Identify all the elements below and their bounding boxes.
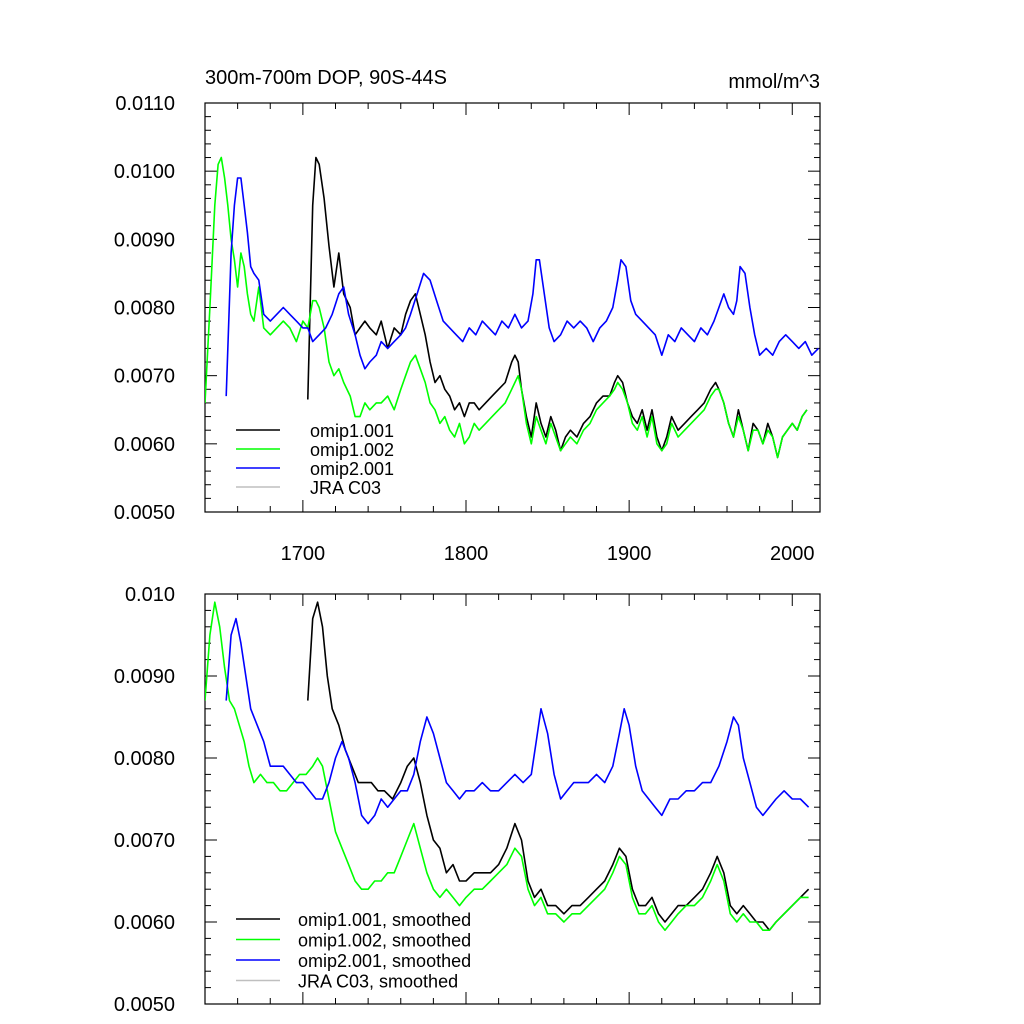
series-line-omip1-001 [307, 156, 808, 459]
y-tick-label: 0.0050 [114, 994, 175, 1016]
x-tick-label: 2000 [770, 543, 815, 565]
legend-label: JRA C03, smoothed [298, 972, 458, 992]
y-tick-label: 0.0080 [114, 748, 175, 770]
plot-frame [204, 102, 821, 513]
y-tick-label: 0.0050 [114, 502, 175, 524]
chart-title: 300m-700m DOP, 90S-44S [205, 67, 447, 89]
plot-frame [204, 593, 821, 1005]
legend-label: omip2.001 [310, 459, 394, 479]
series-line-omip1-001-smoothed [307, 601, 810, 932]
y-tick-label: 0.0070 [114, 830, 175, 852]
y-tick-label: 0.0100 [114, 161, 175, 183]
y-tick-label: 0.0090 [114, 229, 175, 251]
y-tick-label: 0.0090 [114, 666, 175, 688]
panel-top: 1700 1800 1900 2000 0.0050 0.0060 0.0070 0.0080… [114, 67, 821, 565]
legend-label: JRA C03 [310, 478, 381, 498]
y-tick-label: 0.0060 [114, 912, 175, 934]
series-line-omip2-001 [225, 177, 819, 397]
y-tick-label: 0.0070 [114, 366, 175, 388]
units-label: mmol/m^3 [728, 71, 820, 93]
panel-bottom: 0.0050 0.0060 0.0070 0.0080 0.0090 0.010 omip1… [114, 584, 821, 1016]
legend-label: omip1.001 [310, 421, 394, 441]
legend-label: omip2.001, smoothed [298, 951, 471, 971]
y-tick-label: 0.0080 [114, 298, 175, 320]
series-line-omip1-002 [205, 156, 808, 459]
x-tick-label: 1900 [607, 543, 652, 565]
y-tick-label: 0.0060 [114, 434, 175, 456]
legend-label: omip1.002, smoothed [298, 931, 471, 951]
legend-label: omip1.002 [310, 440, 394, 460]
series-line-omip1-002-smoothed [205, 601, 809, 932]
x-tick-label: 1800 [444, 543, 489, 565]
legend-label: omip1.001, smoothed [298, 910, 471, 930]
x-tick-label: 1700 [281, 543, 326, 565]
y-tick-label: 0.010 [125, 584, 175, 606]
series-line-omip2-001-smoothed [225, 617, 810, 825]
y-tick-label: 0.0110 [115, 93, 175, 115]
